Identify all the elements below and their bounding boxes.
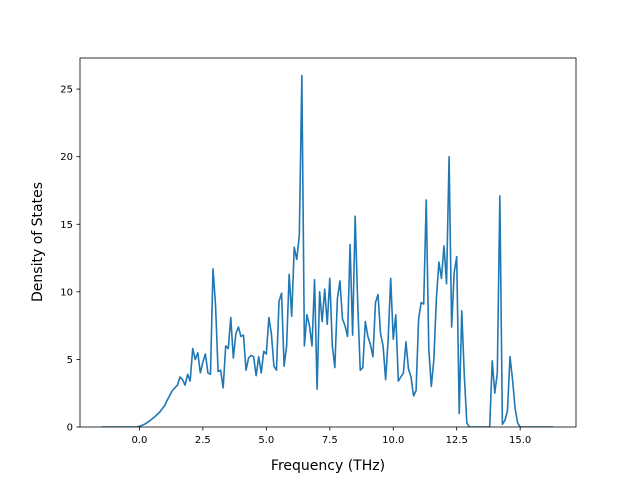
x-tick-label: 12.5 (446, 435, 468, 446)
x-tick-label: 7.5 (322, 435, 338, 446)
y-tick-label: 5 (67, 355, 73, 366)
x-tick-label: 10.0 (382, 435, 404, 446)
x-tick-label: 15.0 (509, 435, 531, 446)
y-axis-label: Density of States (30, 182, 46, 302)
y-tick-label: 15 (60, 220, 73, 231)
y-axis-ticks: 0 5 10 15 20 25 (60, 85, 80, 434)
x-tick-label: 0.0 (131, 435, 147, 446)
y-tick-label: 10 (60, 287, 73, 298)
y-tick-label: 0 (67, 423, 73, 434)
x-tick-label: 2.5 (195, 435, 211, 446)
plot-area (79, 57, 577, 428)
y-tick-label: 25 (60, 85, 73, 96)
x-axis-ticks: 0.0 2.5 5.0 7.5 10.0 12.5 15.0 (131, 427, 531, 446)
x-tick-label: 5.0 (258, 435, 274, 446)
series-line-0 (101, 74, 554, 427)
axes-frame (79, 57, 577, 428)
x-axis-label: Frequency (THz) (271, 458, 385, 474)
y-tick-label: 20 (60, 152, 73, 163)
